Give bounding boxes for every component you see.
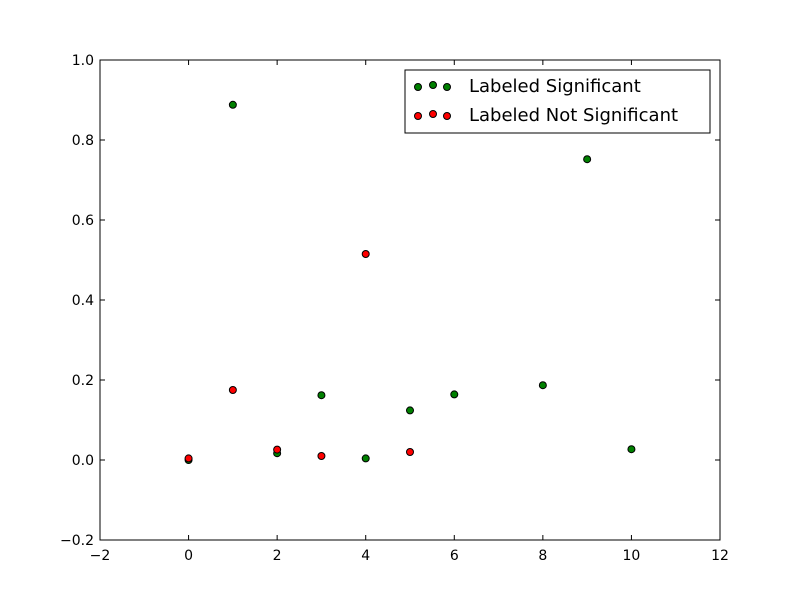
legend-markers: [414, 81, 451, 120]
legend-label-not-significant: Labeled Not Significant: [469, 105, 678, 126]
data-point: [317, 391, 326, 400]
legend: Labeled Significant Labeled Not Signific…: [404, 69, 711, 134]
x-tick-label: 6: [450, 548, 459, 564]
data-point: [228, 386, 237, 394]
data-point: [361, 250, 370, 258]
data-point: [406, 448, 414, 456]
data-point: [583, 155, 592, 164]
legend-marker: [414, 112, 422, 120]
data-point: [273, 445, 282, 454]
x-tick-label: 8: [538, 548, 547, 564]
legend-marker: [429, 81, 437, 89]
y-tick-label: 0.8: [72, 133, 94, 149]
legend-marker: [429, 110, 437, 118]
data-point: [538, 381, 547, 390]
y-tick-label: 0.6: [72, 213, 94, 229]
y-tick-label: 0.4: [72, 293, 94, 309]
data-point: [184, 454, 193, 463]
x-tick-label: −2: [90, 548, 111, 564]
data-point: [450, 390, 459, 399]
series-significant: [184, 100, 636, 464]
y-tick-label: 1.0: [72, 53, 94, 69]
data-point: [627, 445, 636, 454]
y-tick-label: −0.2: [60, 533, 94, 549]
plot-frame: [99, 59, 721, 541]
data-point: [228, 100, 237, 109]
x-tick-label: 4: [361, 548, 370, 564]
legend-marker: [443, 112, 451, 120]
legend-label-significant: Labeled Significant: [469, 76, 641, 97]
data-point: [361, 454, 370, 463]
x-tick-label: 2: [273, 548, 282, 564]
legend-marker: [414, 83, 422, 91]
axis-tick-labels: −2 0 2 4 6 8 10 12 −0.2 0.0 0.2 0.4 0.6 0.8 1.0: [60, 53, 729, 564]
plot-background: [100, 60, 720, 540]
x-tick-label: 10: [623, 548, 641, 564]
y-tick-label: 0.0: [72, 453, 94, 469]
x-tick-label: 0: [184, 548, 193, 564]
data-point: [406, 406, 414, 415]
data-points: [184, 100, 636, 464]
series-not-significant: [184, 250, 414, 463]
x-tick-label: 12: [711, 548, 729, 564]
legend-marker: [443, 83, 451, 91]
data-point: [317, 452, 326, 460]
legend-box: [404, 69, 711, 134]
y-tick-label: 0.2: [72, 373, 94, 389]
